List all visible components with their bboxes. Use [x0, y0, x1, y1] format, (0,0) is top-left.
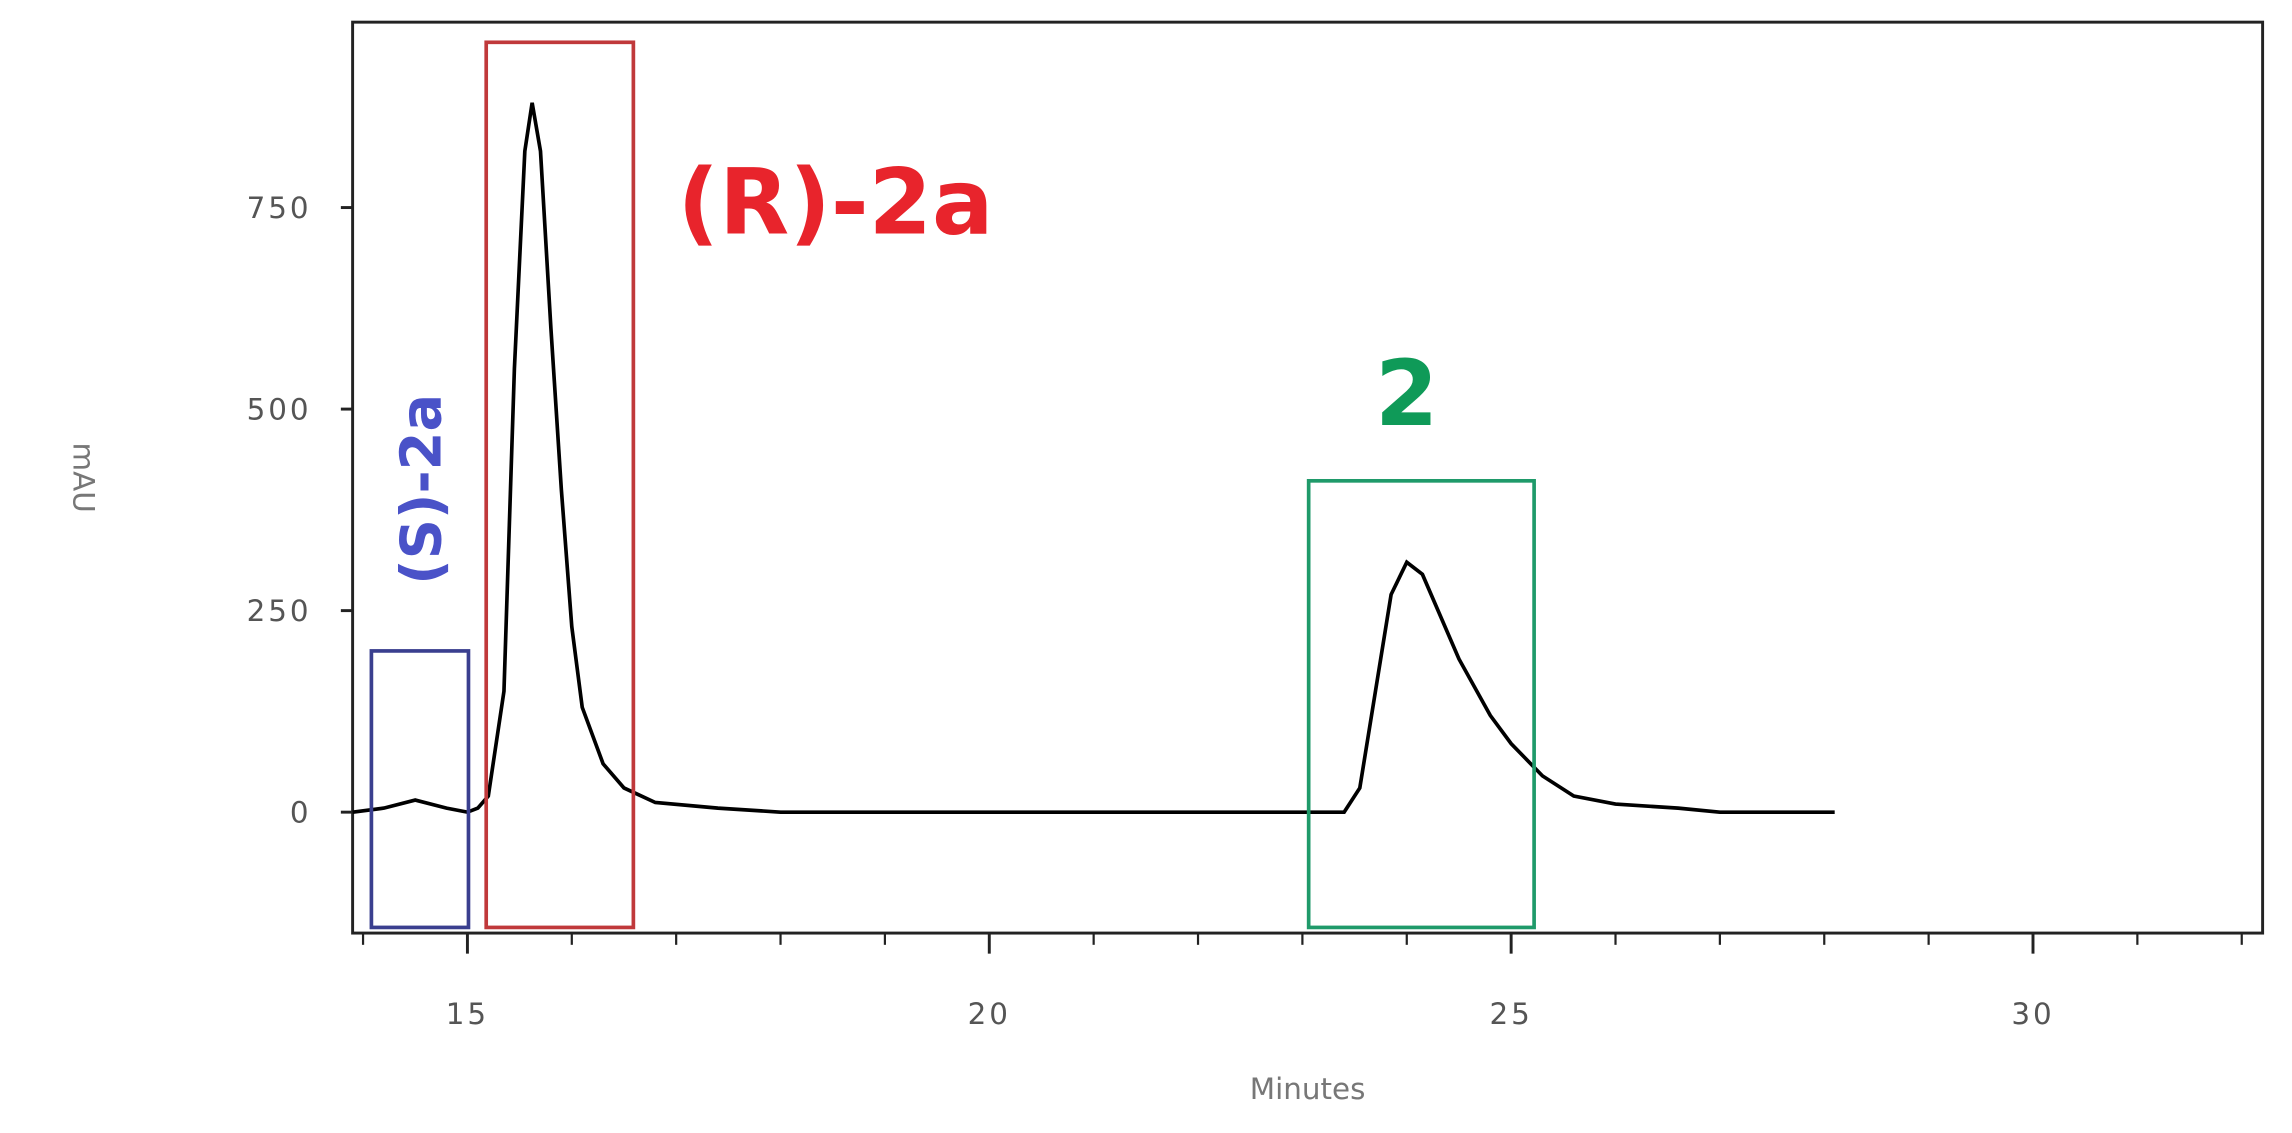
x-axis-label: Minutes — [1250, 1072, 1366, 1106]
peak-box — [1306, 478, 1536, 930]
y-tick-label: 250 — [247, 594, 312, 628]
x-tick-label: 25 — [1490, 997, 1533, 1031]
y-tick-label: 500 — [247, 392, 312, 426]
peak-label: (R)-2a — [677, 149, 993, 255]
y-axis-label: mAU — [66, 443, 100, 513]
peak-box — [484, 40, 636, 930]
peak-label: 2 — [1375, 341, 1438, 447]
y-tick-label: 0 — [290, 795, 312, 829]
plot-frame — [351, 20, 2265, 935]
y-tick-label: 750 — [247, 191, 312, 225]
x-tick-label: 15 — [446, 997, 489, 1031]
x-tick-label: 30 — [2011, 997, 2054, 1031]
x-tick-label: 20 — [968, 997, 1011, 1031]
peak-box — [369, 649, 471, 930]
trace — [352, 102, 1835, 815]
peak-label: (S)-2a — [390, 394, 455, 585]
